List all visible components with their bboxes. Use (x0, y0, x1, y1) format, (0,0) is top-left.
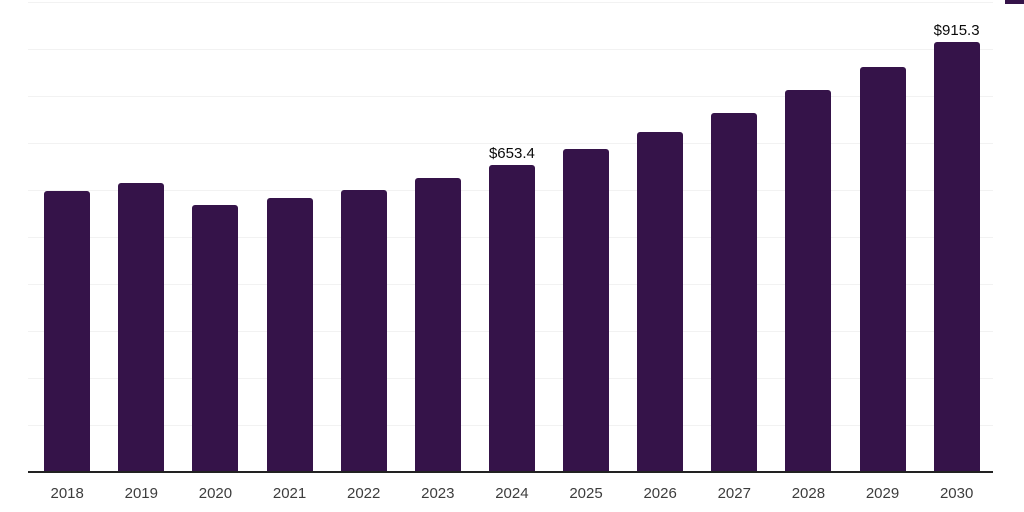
gridline-1000 (28, 2, 993, 3)
x-tick-2026: 2026 (643, 485, 677, 502)
bar-2029 (859, 66, 906, 472)
bar-2018 (44, 190, 91, 472)
data-label-2030: $915.3 (933, 21, 980, 39)
bar-2026 (637, 131, 684, 472)
bar-2023 (414, 178, 461, 472)
x-tick-2029: 2029 (865, 485, 900, 502)
x-tick-2028: 2028 (791, 485, 826, 502)
x-tick-2030: 2030 (939, 485, 974, 502)
x-axis-line (28, 470, 993, 473)
data-label-2024: $653.4 (488, 144, 535, 162)
bar-2021 (266, 198, 313, 472)
gridline-900 (28, 48, 993, 50)
x-tick-2020: 2020 (198, 485, 233, 502)
x-tick-2022: 2022 (346, 485, 381, 502)
bar-2028 (785, 89, 832, 472)
x-tick-2019: 2019 (124, 485, 158, 502)
bar-2024 (488, 164, 535, 472)
bar-2020 (192, 205, 239, 472)
x-tick-2023: 2023 (421, 485, 455, 502)
bar-2025 (563, 149, 610, 472)
x-tick-2025: 2025 (569, 485, 603, 502)
bar-2030 (933, 41, 980, 472)
bar-2019 (118, 182, 165, 472)
bar-2027 (711, 112, 758, 472)
gridline-700 (28, 142, 993, 144)
bar-2022 (340, 189, 387, 472)
gridline-800 (28, 95, 993, 97)
x-tick-2027: 2027 (717, 485, 751, 502)
x-tick-2021: 2021 (272, 485, 307, 502)
cropped-ui-fragment (1005, 0, 1024, 4)
x-tick-2018: 2018 (50, 485, 84, 502)
x-tick-2024: 2024 (495, 485, 529, 502)
